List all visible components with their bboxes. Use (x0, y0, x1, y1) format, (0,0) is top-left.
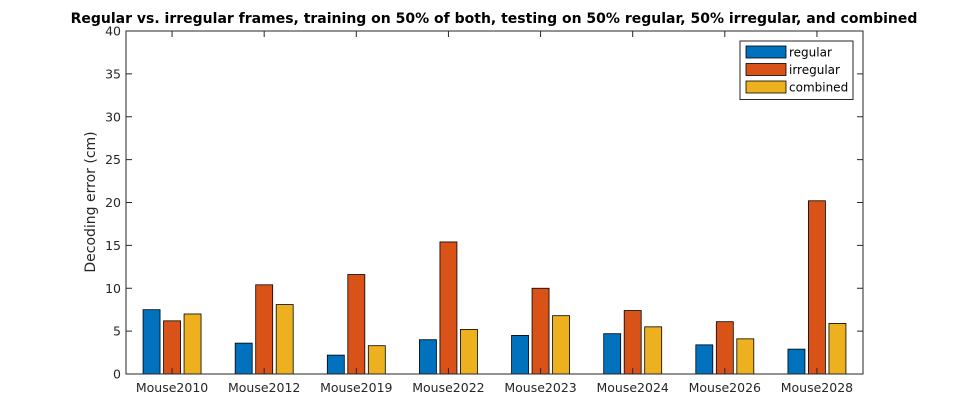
y-tick-label: 30 (105, 109, 121, 124)
bar-regular-Mouse2028 (787, 348, 806, 375)
x-tick-label: Mouse2026 (689, 380, 761, 395)
x-tick-label: Mouse2019 (320, 380, 392, 395)
bar-irregular-Mouse2026 (715, 321, 734, 375)
bar-irregular-Mouse2010 (163, 320, 181, 375)
legend-swatch-combined (745, 80, 787, 94)
bar-combined-Mouse2023 (552, 315, 570, 375)
y-tick-label: 25 (105, 152, 121, 167)
bar-combined-Mouse2019 (367, 345, 386, 375)
bar-irregular-Mouse2023 (531, 287, 550, 375)
legend-swatch-regular (745, 45, 787, 59)
x-tick-label: Mouse2023 (504, 380, 576, 395)
legend-label-combined: combined (789, 81, 848, 95)
y-axis-label: Decoding error (cm) (83, 131, 99, 272)
bar-irregular-Mouse2028 (808, 200, 826, 375)
bar-regular-Mouse2024 (603, 333, 622, 375)
bar-regular-Mouse2023 (511, 335, 529, 375)
bar-irregular-Mouse2012 (255, 284, 274, 375)
y-tick-label: 40 (105, 24, 121, 39)
bars-group (142, 200, 847, 375)
legend-label-regular: regular (789, 46, 832, 60)
x-tick-label: Mouse2012 (228, 380, 300, 395)
bar-combined-Mouse2012 (275, 304, 294, 375)
bar-regular-Mouse2019 (326, 354, 345, 375)
legend-swatch-irregular (745, 63, 787, 76)
bar-combined-Mouse2024 (644, 326, 663, 375)
bar-regular-Mouse2026 (695, 344, 714, 375)
bar-combined-Mouse2028 (828, 323, 847, 375)
bar-regular-Mouse2012 (234, 342, 253, 375)
y-tick-label: 35 (105, 66, 121, 81)
y-tick-label: 0 (113, 367, 121, 382)
x-tick-label: Mouse2010 (136, 380, 208, 395)
bar-irregular-Mouse2019 (347, 274, 366, 375)
bar-regular-Mouse2022 (419, 339, 437, 375)
bar-combined-Mouse2022 (460, 329, 478, 375)
axes: 0 5 10 15 20 25 30 35 40 Mouse2010 Mouse2012 Mouse2… (105, 24, 864, 395)
bar-combined-Mouse2026 (736, 338, 755, 375)
bar-irregular-Mouse2022 (439, 241, 458, 375)
y-tick-label: 10 (105, 281, 121, 296)
chart-title: Regular vs. irregular frames, training o… (71, 11, 918, 27)
x-tick-label: Mouse2028 (781, 380, 853, 395)
y-tick-label: 5 (113, 324, 121, 339)
y-tick-label: 15 (105, 238, 121, 253)
bar-combined-Mouse2010 (183, 313, 202, 375)
x-tick-label: Mouse2022 (412, 380, 484, 395)
y-tick-label: 20 (105, 195, 121, 210)
legend: regular irregular combined (739, 40, 854, 100)
bar-irregular-Mouse2024 (623, 310, 642, 375)
bar-regular-Mouse2010 (142, 309, 161, 375)
x-tick-label: Mouse2024 (597, 380, 669, 395)
legend-label-irregular: irregular (789, 63, 840, 77)
